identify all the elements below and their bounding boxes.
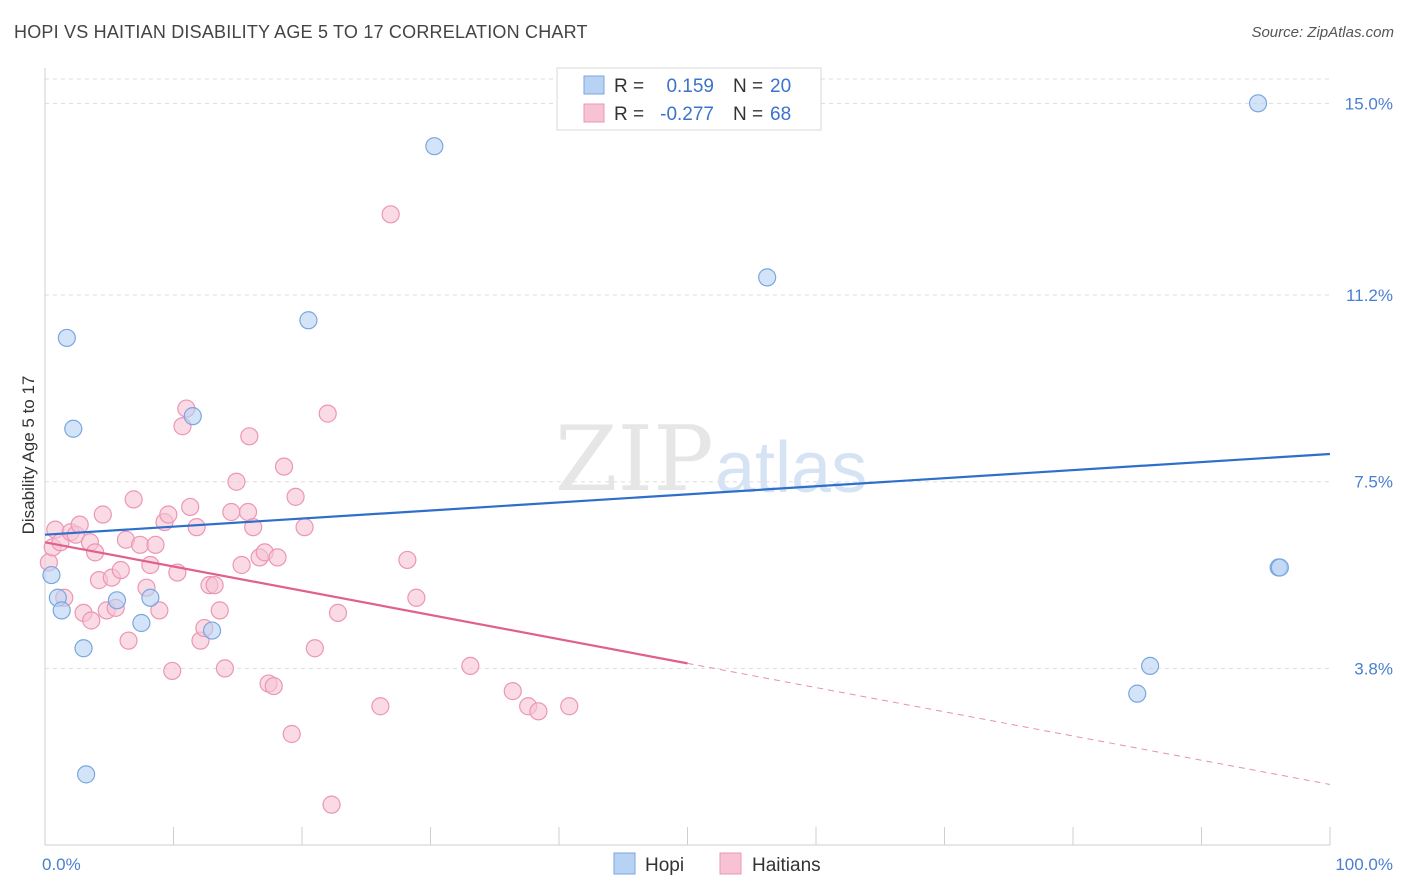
point-haitian bbox=[240, 427, 259, 446]
y-tick-labels: 3.8% 7.5% 11.2% 15.0% bbox=[1345, 94, 1393, 678]
point-haitian bbox=[124, 490, 143, 509]
point-hopi bbox=[1270, 558, 1289, 577]
point-hopi bbox=[183, 407, 202, 426]
x-tick-label-max: 100.0% bbox=[1335, 855, 1393, 874]
point-haitian bbox=[398, 550, 417, 570]
point-hopi bbox=[74, 639, 93, 658]
watermark-atlas: atlas bbox=[715, 428, 867, 508]
legend-r-value-haitians: -0.277 bbox=[660, 104, 714, 125]
trend-line-haitian bbox=[44, 541, 688, 665]
point-hopi bbox=[132, 613, 151, 633]
legend-n-label-hopi: N = bbox=[733, 76, 763, 97]
legend-n-value-hopi: 20 bbox=[770, 76, 791, 97]
series-legend: Hopi Haitians bbox=[613, 852, 821, 876]
point-haitian bbox=[70, 515, 89, 534]
legend-n-label-haitians: N = bbox=[733, 104, 763, 125]
point-haitian bbox=[295, 518, 314, 537]
point-haitian bbox=[238, 502, 258, 522]
point-haitian bbox=[222, 502, 241, 522]
point-hopi bbox=[1128, 684, 1147, 703]
point-hopi bbox=[141, 588, 160, 607]
point-hopi bbox=[1140, 656, 1160, 675]
point-haitian bbox=[282, 724, 301, 744]
point-haitian bbox=[322, 795, 341, 814]
point-haitian bbox=[146, 535, 165, 554]
point-haitian bbox=[181, 497, 200, 517]
point-haitian bbox=[227, 472, 246, 491]
point-haitian bbox=[305, 639, 324, 658]
point-hopi bbox=[299, 311, 318, 330]
y-tick-label: 11.2% bbox=[1346, 286, 1393, 305]
point-hopi bbox=[77, 765, 96, 784]
point-hopi bbox=[1248, 94, 1268, 113]
series-legend-label-hopi: Hopi bbox=[645, 855, 684, 876]
legend-r-label-hopi: R = bbox=[614, 76, 644, 97]
y-tick-label: 7.5% bbox=[1354, 473, 1393, 492]
legend-n-value-haitians: 68 bbox=[770, 104, 791, 125]
watermark-zip: ZIP bbox=[555, 407, 714, 512]
point-haitian bbox=[268, 548, 287, 567]
point-haitian bbox=[371, 697, 390, 716]
point-haitian bbox=[381, 205, 400, 224]
point-haitian bbox=[111, 560, 130, 580]
point-hopi bbox=[57, 328, 76, 348]
point-haitian bbox=[264, 676, 283, 696]
point-hopi bbox=[758, 268, 777, 287]
data-points bbox=[39, 94, 1289, 814]
series-legend-label-haitians: Haitians bbox=[752, 855, 821, 876]
y-tick-label: 15.0% bbox=[1345, 94, 1393, 113]
point-haitian bbox=[232, 555, 251, 575]
point-haitian bbox=[461, 656, 480, 675]
legend-r-value-hopi: 0.159 bbox=[666, 76, 714, 97]
point-haitian bbox=[407, 588, 426, 607]
point-haitian bbox=[141, 555, 160, 575]
point-haitian bbox=[503, 682, 522, 701]
trend-line-extension-haitian bbox=[687, 662, 1331, 785]
point-haitian bbox=[286, 487, 305, 506]
trend-line-hopi bbox=[44, 452, 1331, 536]
point-haitian bbox=[119, 631, 138, 650]
point-haitian bbox=[529, 702, 548, 721]
watermark: ZIP atlas bbox=[555, 407, 867, 512]
correlation-legend: R = 0.159 N = 20 R = -0.277 N = 68 bbox=[556, 67, 822, 131]
point-hopi bbox=[107, 591, 127, 610]
legend-swatch-haitians bbox=[583, 103, 605, 123]
point-haitian bbox=[187, 518, 206, 537]
y-axis-label: Disability Age 5 to 17 bbox=[19, 376, 38, 535]
point-haitian bbox=[93, 505, 112, 524]
point-haitian bbox=[210, 601, 229, 620]
point-haitian bbox=[328, 603, 348, 623]
chart-source: Source: ZipAtlas.com bbox=[1251, 24, 1394, 41]
x-tick-label-min: 0.0% bbox=[42, 855, 81, 874]
point-hopi bbox=[52, 601, 71, 620]
grid-lines bbox=[45, 78, 1330, 669]
point-hopi bbox=[202, 621, 222, 640]
legend-swatch-hopi bbox=[583, 75, 605, 95]
point-hopi bbox=[64, 419, 83, 438]
point-haitian bbox=[163, 661, 182, 681]
chart-title: HOPI VS HAITIAN DISABILITY AGE 5 TO 17 C… bbox=[14, 22, 588, 42]
point-haitian bbox=[274, 457, 294, 476]
point-haitian bbox=[560, 697, 579, 716]
trend-lines bbox=[44, 452, 1331, 785]
point-haitian bbox=[205, 576, 224, 595]
x-tick-labels: 0.0% 100.0% bbox=[42, 855, 1393, 874]
series-legend-swatch-haitians bbox=[719, 852, 742, 875]
point-haitian bbox=[159, 505, 178, 524]
legend-r-label-haitians: R = bbox=[614, 104, 644, 125]
point-haitian bbox=[130, 535, 150, 554]
series-legend-swatch-hopi bbox=[613, 852, 636, 875]
point-hopi bbox=[42, 565, 61, 585]
point-haitian bbox=[318, 404, 337, 423]
y-tick-label: 3.8% bbox=[1354, 659, 1393, 678]
point-haitian bbox=[215, 659, 234, 678]
point-hopi bbox=[425, 137, 444, 156]
point-haitian bbox=[82, 611, 101, 630]
axes bbox=[44, 68, 1331, 846]
point-haitian bbox=[150, 601, 169, 620]
